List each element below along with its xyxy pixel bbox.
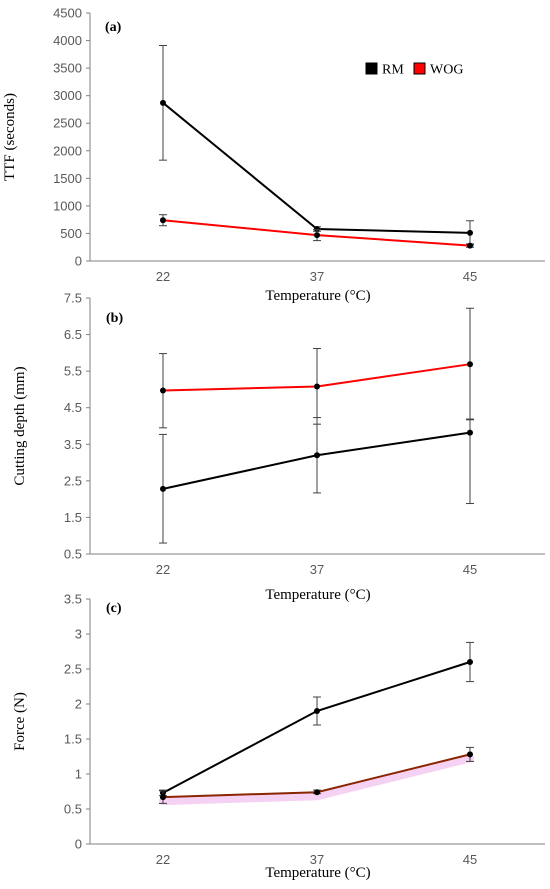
data-point: [160, 217, 166, 224]
panel-c: 0 0.5 1 1.5 2 2.5 3 3.5 22 37 45 Temperature (°C) Fo…: [12, 592, 545, 881]
y-axis-title: Force (N): [12, 692, 28, 751]
y-axis-title: TTF (seconds): [2, 93, 18, 181]
x-tick-label: 22: [156, 852, 170, 867]
legend-swatch: [365, 62, 378, 75]
x-axis-title: Temperature (°C): [265, 865, 370, 881]
data-point: [467, 659, 473, 665]
y-tick-label: 2: [75, 697, 82, 712]
series-wog: [159, 307, 474, 429]
panel-b: 0.5 1.5 2.5 3.5 4.5 5.5 6.5 7.5 22 37 45 Temperatur…: [12, 291, 545, 603]
data-point: [314, 383, 320, 390]
y-tick-label: 0: [75, 837, 82, 852]
x-tick-label: 22: [156, 562, 170, 577]
y-tick-label: 3500: [53, 61, 82, 76]
y-tick-label: 5.5: [64, 364, 82, 379]
y-tick-label: 1.5: [64, 732, 82, 747]
y-tick-label: 0.5: [64, 547, 82, 562]
panel-label: (a): [105, 20, 122, 35]
panel-a: 0 500 1000 1500 2000 2500 3000 3500 4000 4500 22 37…: [2, 6, 545, 304]
y-tick-label: 4500: [53, 6, 82, 21]
y-tick-label: 3000: [53, 88, 82, 103]
data-point: [160, 794, 166, 801]
x-tick-label: 22: [156, 269, 170, 284]
data-point: [467, 751, 473, 758]
series-wog: [159, 746, 474, 804]
x-tick-label: 37: [310, 852, 324, 867]
y-tick-label: 1000: [53, 198, 82, 213]
legend-label: RM: [382, 63, 404, 78]
data-point: [160, 485, 166, 492]
data-point: [467, 361, 473, 368]
legend-label: WOG: [430, 63, 463, 78]
y-tick-label: 7.5: [64, 291, 82, 306]
y-tick-label: 1: [75, 767, 82, 782]
y-tick-label: 1.5: [64, 510, 82, 525]
y-tick-label: 0: [75, 254, 82, 269]
y-tick-label: 3: [75, 627, 82, 642]
legend-swatch: [413, 62, 426, 75]
series-rm: [159, 641, 474, 797]
x-tick-label: 45: [463, 852, 477, 867]
x-axis-title: Temperature (°C): [265, 288, 370, 304]
data-point: [160, 99, 166, 106]
data-point: [314, 232, 320, 239]
series-shadow: [159, 754, 474, 806]
y-tick-label: 4.5: [64, 400, 82, 415]
y-tick-label: 1500: [53, 171, 82, 186]
x-tick-label: 45: [463, 562, 477, 577]
data-point: [314, 708, 320, 714]
series-wog: [159, 214, 474, 249]
y-tick-label: 2500: [53, 116, 82, 131]
y-tick-label: 2.5: [64, 662, 82, 677]
series-rm: [159, 45, 474, 246]
data-point: [314, 452, 320, 459]
x-tick-label: 37: [310, 562, 324, 577]
data-point: [314, 226, 320, 233]
y-tick-label: 2.5: [64, 473, 82, 488]
y-tick-label: 3.5: [64, 592, 82, 607]
x-tick-label: 45: [463, 269, 477, 284]
y-axis-title: Cutting depth (mm): [12, 366, 28, 485]
data-point: [467, 229, 473, 236]
x-axis-title: Temperature (°C): [265, 587, 370, 603]
y-tick-label: 500: [60, 226, 82, 241]
legend: RM WOG: [365, 62, 463, 78]
data-point: [467, 429, 473, 436]
y-tick-label: 0.5: [64, 802, 82, 817]
y-tick-label: 2000: [53, 143, 82, 158]
y-tick-label: 3.5: [64, 437, 82, 452]
data-point: [467, 242, 473, 249]
y-tick-label: 6.5: [64, 327, 82, 342]
series-rm: [159, 417, 474, 544]
x-tick-label: 37: [310, 269, 324, 284]
data-point: [314, 789, 320, 796]
panel-label: (b): [106, 311, 123, 326]
y-tick-label: 4000: [53, 33, 82, 48]
data-point: [160, 387, 166, 394]
panel-label: (c): [106, 601, 122, 616]
series-line: [162, 102, 471, 234]
